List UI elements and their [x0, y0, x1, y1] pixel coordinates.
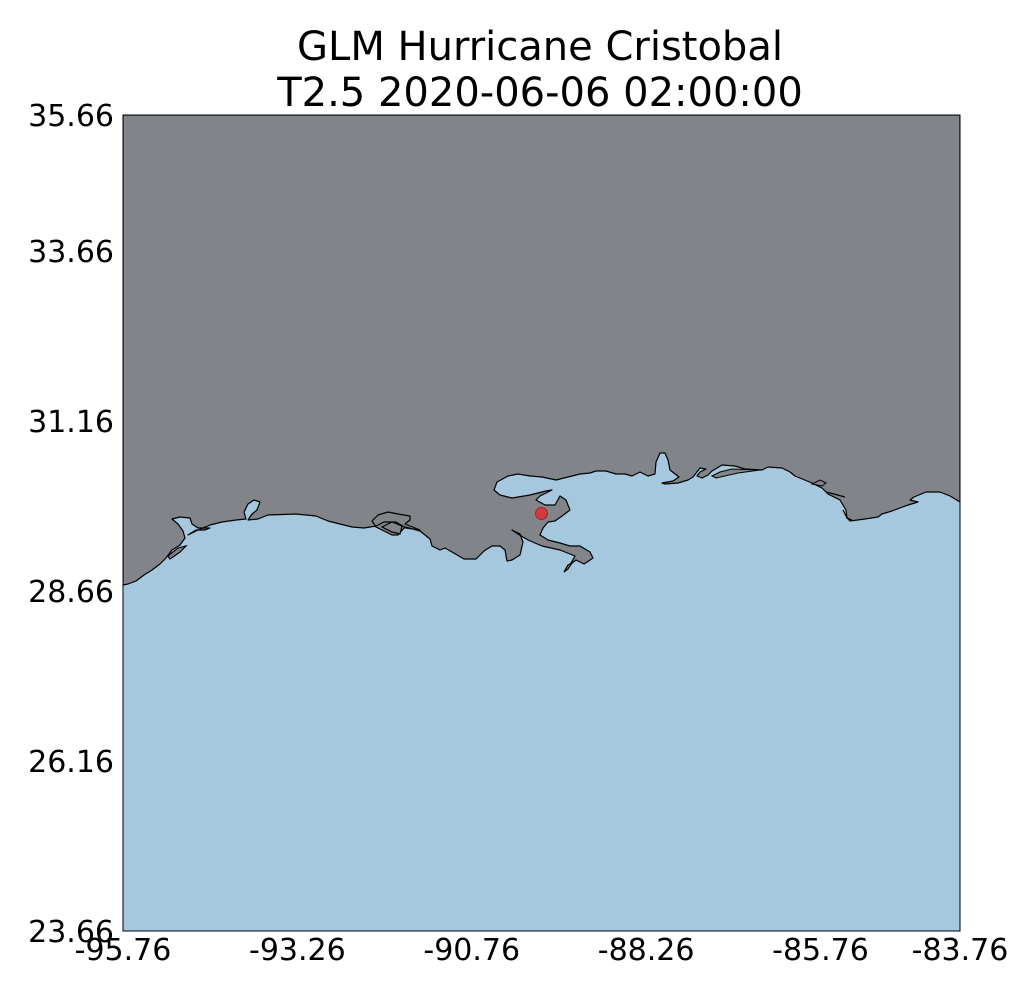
y-axis-ticks: 35.66 33.66 31.16 28.66 26.16 23.66	[28, 99, 114, 950]
land-mass	[123, 115, 960, 586]
y-tick-label: 35.66	[28, 99, 114, 134]
x-tick-label: -88.26	[598, 933, 695, 968]
y-tick-label: 31.16	[28, 405, 114, 440]
map-axes	[123, 115, 960, 931]
x-tick-label: -85.76	[772, 933, 869, 968]
island-sabine	[167, 544, 188, 560]
x-axis-ticks: -95.76 -93.26 -90.76 -88.26 -85.76 -83.76	[75, 933, 1009, 968]
island-mississippi-sound	[710, 468, 761, 479]
island-marsh	[380, 521, 403, 535]
island-perdido	[810, 479, 827, 487]
x-tick-label: -90.76	[423, 933, 520, 968]
x-tick-label: -83.76	[912, 933, 1009, 968]
island-st-george	[842, 509, 853, 521]
y-tick-label: 33.66	[28, 235, 114, 270]
axes-frame	[122, 114, 961, 932]
y-tick-label: 23.66	[28, 915, 114, 950]
x-tick-label: -95.76	[75, 933, 172, 968]
y-tick-label: 26.16	[28, 745, 114, 780]
island-chandeleur	[563, 561, 574, 573]
x-tick-label: -93.26	[249, 933, 346, 968]
map-title-line-2: T2.5 2020-06-06 02:00:00	[276, 70, 803, 116]
map-title-line-1: GLM Hurricane Cristobal	[297, 24, 783, 70]
y-tick-label: 28.66	[28, 575, 114, 610]
island-santa-rosa	[825, 491, 846, 498]
storm-center-marker	[535, 506, 548, 520]
